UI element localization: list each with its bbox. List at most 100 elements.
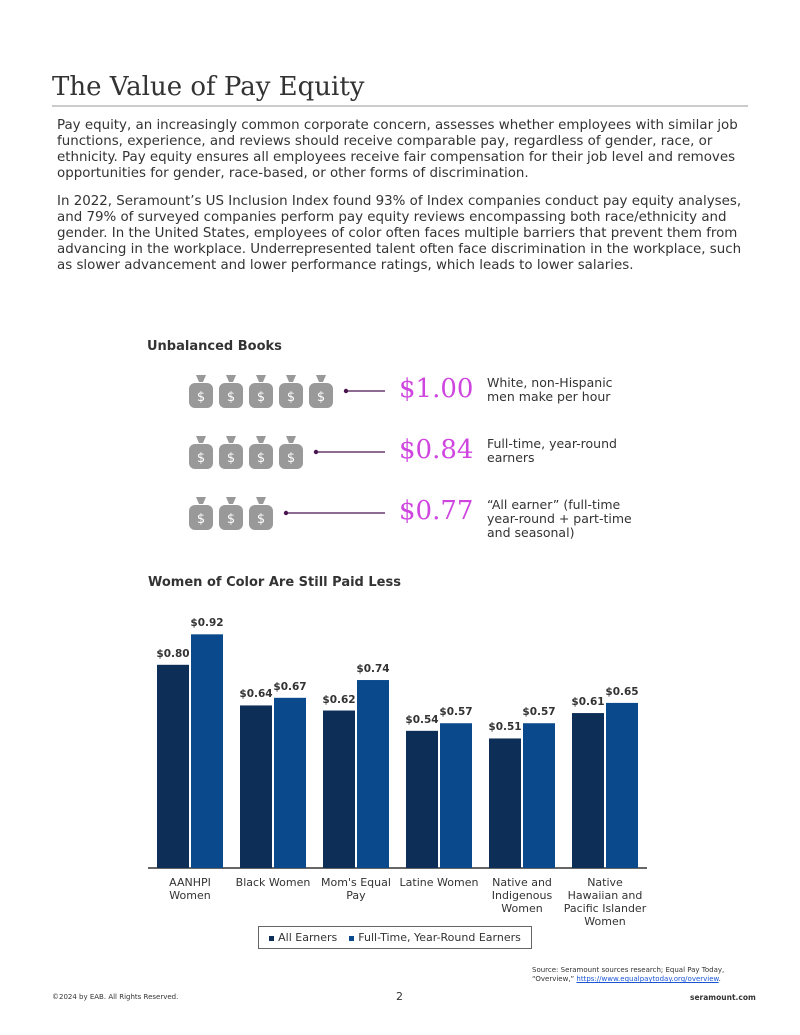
money-bag: $ xyxy=(249,497,273,530)
money-bag: $ xyxy=(189,375,213,408)
value-label: $0.67 xyxy=(273,680,307,693)
bag-top xyxy=(226,375,236,382)
value-label: $0.54 xyxy=(405,713,439,726)
x-tick-label: Native and Indigenous Women xyxy=(491,876,553,915)
x-tick-label: Latine Women xyxy=(399,876,479,889)
value-label: $0.80 xyxy=(156,647,190,660)
bag-body xyxy=(219,505,243,530)
bag-symbol: $ xyxy=(257,390,265,405)
bag-top xyxy=(196,436,206,443)
bag-body xyxy=(189,505,213,530)
x-tick-label: AANHPI Women xyxy=(169,876,211,902)
bag-body xyxy=(189,444,213,469)
bag-symbol: $ xyxy=(287,451,295,466)
bar xyxy=(523,723,555,868)
paragraph: Pay equity, an increasingly common corpo… xyxy=(57,118,738,181)
bag-top xyxy=(196,375,206,382)
source-end: . xyxy=(718,975,721,983)
value-label: $0.61 xyxy=(571,696,605,709)
bag-symbol: $ xyxy=(197,512,205,527)
value-label: $0.51 xyxy=(488,721,522,734)
value-label: $0.65 xyxy=(605,685,639,698)
legend-swatch xyxy=(349,935,355,941)
money-bag: $ xyxy=(249,436,273,469)
bag-symbol: $ xyxy=(227,451,235,466)
bag-body xyxy=(249,505,273,530)
bag-body xyxy=(249,383,273,408)
bag-body xyxy=(249,444,273,469)
page-number: 2 xyxy=(396,990,403,1003)
bag-top xyxy=(226,436,236,443)
paragraph: In 2022, Seramount’s US Inclusion Index … xyxy=(57,194,742,273)
bar xyxy=(406,730,438,868)
bar xyxy=(440,723,472,868)
bag-body xyxy=(279,444,303,469)
source-text: Source: Seramount sources research; Equa… xyxy=(532,966,725,983)
chart-title: Women of Color Are Still Paid Less xyxy=(148,575,401,590)
money-bag: $ xyxy=(279,436,303,469)
money-bag: $ xyxy=(249,375,273,408)
site: seramount.com xyxy=(690,993,756,1002)
bar xyxy=(357,680,389,868)
legend: All Earners Full-Time, Year-Round Earners xyxy=(258,926,532,949)
bag-top xyxy=(316,375,326,382)
amount: $1.00 xyxy=(399,374,474,404)
bag-body xyxy=(219,444,243,469)
bag-body xyxy=(279,383,303,408)
value-label: $0.64 xyxy=(239,688,273,701)
bag-symbol: $ xyxy=(287,390,295,405)
money-bag: $ xyxy=(219,497,243,530)
bar xyxy=(274,697,306,868)
bag-body xyxy=(219,383,243,408)
amount: $0.77 xyxy=(399,496,474,526)
infographic-title: Unbalanced Books xyxy=(147,339,282,354)
bar xyxy=(489,738,521,868)
money-bag: $ xyxy=(309,375,333,408)
value-label: $0.74 xyxy=(356,663,390,676)
bag-top xyxy=(226,497,236,504)
bag-top xyxy=(286,375,296,382)
bag-body xyxy=(309,383,333,408)
bar xyxy=(606,702,638,868)
x-tick-label: Black Women xyxy=(235,876,311,889)
source: Source: Seramount sources research; Equa… xyxy=(532,966,742,984)
legend-label: All Earners xyxy=(278,931,338,944)
amount-label: White, non-Hispanic men make per hour xyxy=(487,375,613,404)
amount-label: “All earner” (full-time year-round + par… xyxy=(487,497,632,540)
amount-label: Full-time, year-round earners xyxy=(487,436,617,465)
value-label: $0.92 xyxy=(190,617,224,630)
bar xyxy=(323,710,355,868)
bag-top xyxy=(196,497,206,504)
amount: $0.84 xyxy=(399,435,474,465)
source-link[interactable]: https://www.equalpaytoday.org/overview xyxy=(576,975,719,983)
bag-symbol: $ xyxy=(227,390,235,405)
legend-item: All Earners xyxy=(269,931,337,944)
copyright: ©2024 by EAB. All Rights Reserved. xyxy=(52,993,179,1001)
bar xyxy=(240,705,272,868)
bag-top xyxy=(256,436,266,443)
legend-label: Full-Time, Year-Round Earners xyxy=(358,931,521,944)
money-bag: $ xyxy=(219,436,243,469)
x-tick-label: Native Hawaiian and Pacific Islander Wom… xyxy=(563,876,647,928)
bag-top xyxy=(256,375,266,382)
bag-symbol: $ xyxy=(197,390,205,405)
money-bag: $ xyxy=(279,375,303,408)
bag-symbol: $ xyxy=(257,512,265,527)
money-bag: $ xyxy=(189,497,213,530)
bar xyxy=(157,664,189,868)
value-label: $0.57 xyxy=(439,706,473,719)
bag-top xyxy=(286,436,296,443)
legend-item: Full-Time, Year-Round Earners xyxy=(349,931,521,944)
bag-top xyxy=(256,497,266,504)
x-tick-label: Mom's Equal Pay xyxy=(321,876,391,902)
bag-symbol: $ xyxy=(197,451,205,466)
money-bag: $ xyxy=(219,375,243,408)
page-title: The Value of Pay Equity xyxy=(52,72,365,102)
value-label: $0.57 xyxy=(522,706,556,719)
bag-symbol: $ xyxy=(257,451,265,466)
value-label: $0.62 xyxy=(322,693,356,706)
bar xyxy=(191,634,223,868)
bag-symbol: $ xyxy=(317,390,325,405)
